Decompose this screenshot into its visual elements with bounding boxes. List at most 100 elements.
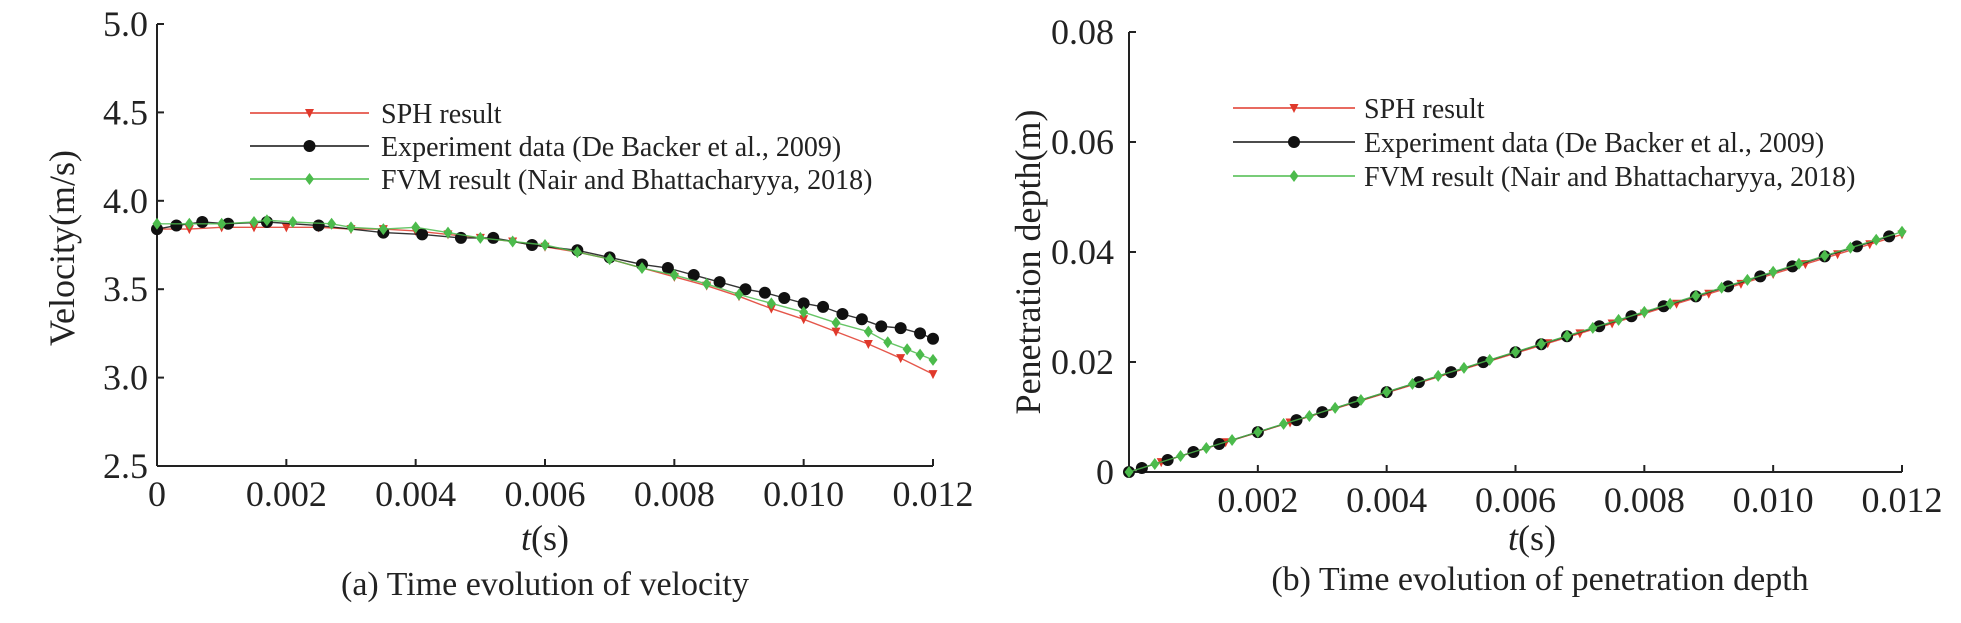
y-tick-label: 3.0: [103, 358, 148, 398]
x-axis-label: t(s): [1508, 518, 1556, 558]
data-point-experiment: [817, 300, 830, 313]
data-point-fvm: [1717, 281, 1727, 294]
data-point-fvm: [831, 316, 841, 329]
legend-marker: [1289, 104, 1299, 113]
data-point-fvm: [1227, 433, 1237, 446]
legend-entry-experiment: Experiment data (De Backer et al., 2009): [1233, 128, 1824, 159]
legend-entry-fvm: FVM result (Nair and Bhattacharyya, 2018…: [1233, 162, 1855, 193]
x-tick-label: 0.010: [763, 474, 844, 514]
velocity-chart: Velocity(m/s) t(s) (a) Time evolution of…: [42, 4, 974, 603]
data-point-sph: [831, 327, 841, 337]
data-point-fvm: [1356, 393, 1366, 406]
x-tick-label: 0.012: [893, 474, 974, 514]
data-point-fvm: [1150, 457, 1160, 470]
x-axis-label: t(s): [521, 518, 569, 558]
legend-label: Experiment data (De Backer et al., 2009): [381, 132, 841, 163]
data-point-fvm: [1897, 225, 1907, 238]
data-point-fvm: [1871, 233, 1881, 246]
legend-entry-sph: SPH result: [250, 99, 502, 130]
y-tick-label: 0: [1096, 452, 1114, 492]
data-point-fvm: [1820, 249, 1830, 262]
x-axis-label-var: t: [521, 518, 532, 558]
data-point-experiment: [739, 283, 752, 296]
data-point-fvm: [475, 231, 485, 244]
legend-label: FVM result (Nair and Bhattacharyya, 2018…: [1364, 162, 1855, 193]
data-point-experiment: [661, 261, 674, 274]
data-point-experiment: [778, 292, 791, 305]
data-point-fvm: [1485, 353, 1495, 366]
chart-caption: (b) Time evolution of penetration depth: [1271, 561, 1808, 598]
series-line-fvm: [157, 219, 934, 361]
x-tick-label: 0.012: [1862, 480, 1943, 520]
x-tick-label: 0.002: [246, 474, 327, 514]
data-point-experiment: [855, 313, 868, 326]
y-axis-label: Velocity(m/s): [42, 150, 82, 346]
data-point-fvm: [1201, 441, 1211, 454]
legend-label: SPH result: [1364, 94, 1485, 125]
y-tick-label: 5.0: [103, 4, 148, 44]
data-point-fvm: [669, 269, 679, 282]
data-point-fvm: [346, 221, 356, 234]
data-point-experiment: [875, 320, 888, 333]
data-point-experiment: [894, 322, 907, 335]
data-point-experiment: [927, 332, 939, 345]
data-point-fvm: [1794, 257, 1804, 270]
y-tick-label: 4.5: [103, 92, 148, 132]
data-point-fvm: [1124, 466, 1134, 478]
data-point-fvm: [766, 297, 776, 310]
legend-marker: [303, 140, 316, 152]
x-tick-label: 0.006: [505, 474, 586, 514]
data-point-fvm: [540, 239, 550, 251]
data-point-fvm: [1562, 329, 1572, 342]
legend-entry-experiment: Experiment data (De Backer et al., 2009): [250, 132, 841, 163]
data-point-sph: [928, 370, 938, 380]
data-point-fvm: [605, 253, 615, 266]
data-point-fvm: [1304, 409, 1314, 422]
data-point-fvm: [863, 325, 873, 338]
legend-marker: [305, 173, 314, 185]
data-point-experiment: [487, 231, 500, 244]
data-point-fvm: [572, 246, 582, 259]
data-point-fvm: [1768, 265, 1778, 278]
data-point-experiment: [758, 286, 771, 299]
data-point-experiment: [797, 297, 810, 310]
data-point-fvm: [1639, 305, 1649, 318]
legend-marker: [305, 109, 314, 118]
data-point-fvm: [1382, 385, 1392, 398]
data-point-fvm: [152, 217, 162, 230]
data-point-fvm: [1614, 313, 1624, 326]
series-fvm: [1124, 225, 1907, 478]
data-point-experiment: [914, 327, 927, 340]
data-point-fvm: [637, 261, 647, 274]
x-tick-label: 0.004: [375, 474, 456, 514]
y-tick-label: 0.06: [1051, 122, 1114, 162]
data-point-fvm: [1433, 369, 1443, 382]
data-point-fvm: [1665, 297, 1675, 310]
penetration-depth-chart: Penetration depth(m) t(s) (b) Time evolu…: [1008, 12, 1943, 598]
data-point-sph: [281, 223, 291, 233]
x-tick-label: 0.008: [1604, 480, 1685, 520]
data-point-fvm: [1279, 417, 1289, 430]
data-point-fvm: [411, 221, 421, 234]
data-point-fvm: [902, 343, 912, 356]
x-tick-label: 0.008: [634, 474, 715, 514]
legend-label: Experiment data (De Backer et al., 2009): [1364, 128, 1824, 159]
data-point-fvm: [184, 217, 194, 230]
data-point-fvm: [1845, 241, 1855, 254]
data-point-fvm: [327, 217, 337, 230]
x-tick-label: 0.006: [1475, 480, 1556, 520]
legend-marker: [1289, 170, 1299, 182]
x-axis-label-unit: (s): [531, 518, 569, 558]
data-point-experiment: [713, 276, 726, 289]
x-axis-label-unit: (s): [1518, 518, 1556, 558]
data-point-experiment: [526, 239, 539, 251]
legend-label: FVM result (Nair and Bhattacharyya, 2018…: [381, 165, 872, 196]
data-point-fvm: [249, 216, 259, 229]
y-tick-label: 0.04: [1051, 232, 1114, 272]
legend-entry-fvm: FVM result (Nair and Bhattacharyya, 2018…: [250, 165, 872, 196]
data-point-fvm: [702, 277, 712, 290]
data-point-fvm: [1536, 337, 1546, 350]
data-point-fvm: [883, 336, 893, 349]
